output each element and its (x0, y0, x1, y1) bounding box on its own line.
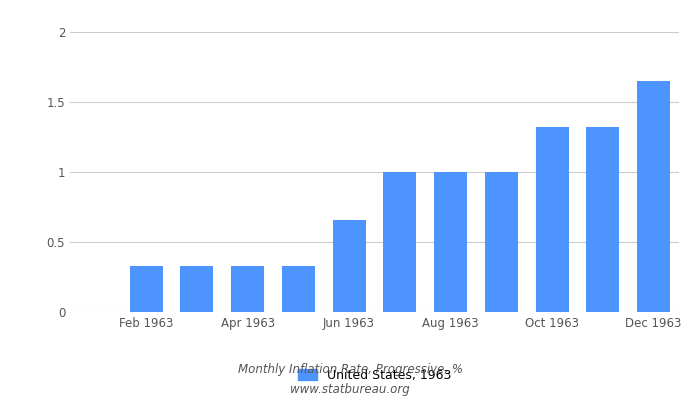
Text: Monthly Inflation Rate, Progressive, %: Monthly Inflation Rate, Progressive, % (237, 364, 463, 376)
Bar (536, 127, 568, 312)
Bar (181, 266, 214, 312)
Bar (434, 172, 467, 312)
Bar (384, 172, 416, 312)
Bar (587, 127, 620, 312)
Bar (637, 81, 670, 312)
Bar (130, 266, 162, 312)
Bar (485, 172, 518, 312)
Legend: United States, 1963: United States, 1963 (298, 369, 451, 382)
Bar (332, 220, 365, 312)
Bar (282, 266, 315, 312)
Text: www.statbureau.org: www.statbureau.org (290, 384, 410, 396)
Bar (231, 266, 264, 312)
